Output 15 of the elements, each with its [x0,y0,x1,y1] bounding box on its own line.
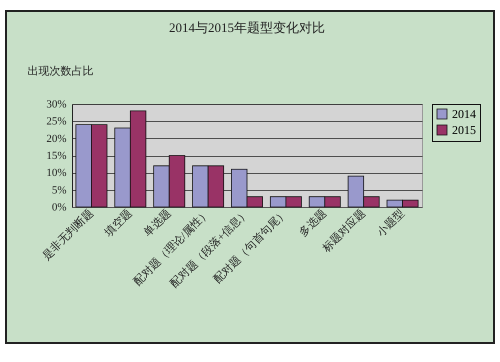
chart-title: 2014与2015年题型变化对比 [169,20,325,35]
y-tick-label: 25% [46,116,66,128]
y-tick-label: 0% [52,202,66,214]
x-tick-label: 单选题 [140,206,174,240]
y-tick-label: 20% [46,132,66,145]
y-tick-label: 10% [46,167,66,180]
x-tick-label: 小题型 [374,206,407,240]
x-tick-label: 填空题 [101,206,135,240]
y-tick-label: 15% [46,150,66,162]
y-tick-label: 5% [52,184,66,196]
y-axis-title: 出现次数占比 [28,64,94,78]
legend-label: 2015 [452,123,476,137]
y-tick-label: 30% [46,98,66,110]
x-tick-label: 多选题 [296,206,330,240]
legend-label: 2014 [452,107,476,121]
